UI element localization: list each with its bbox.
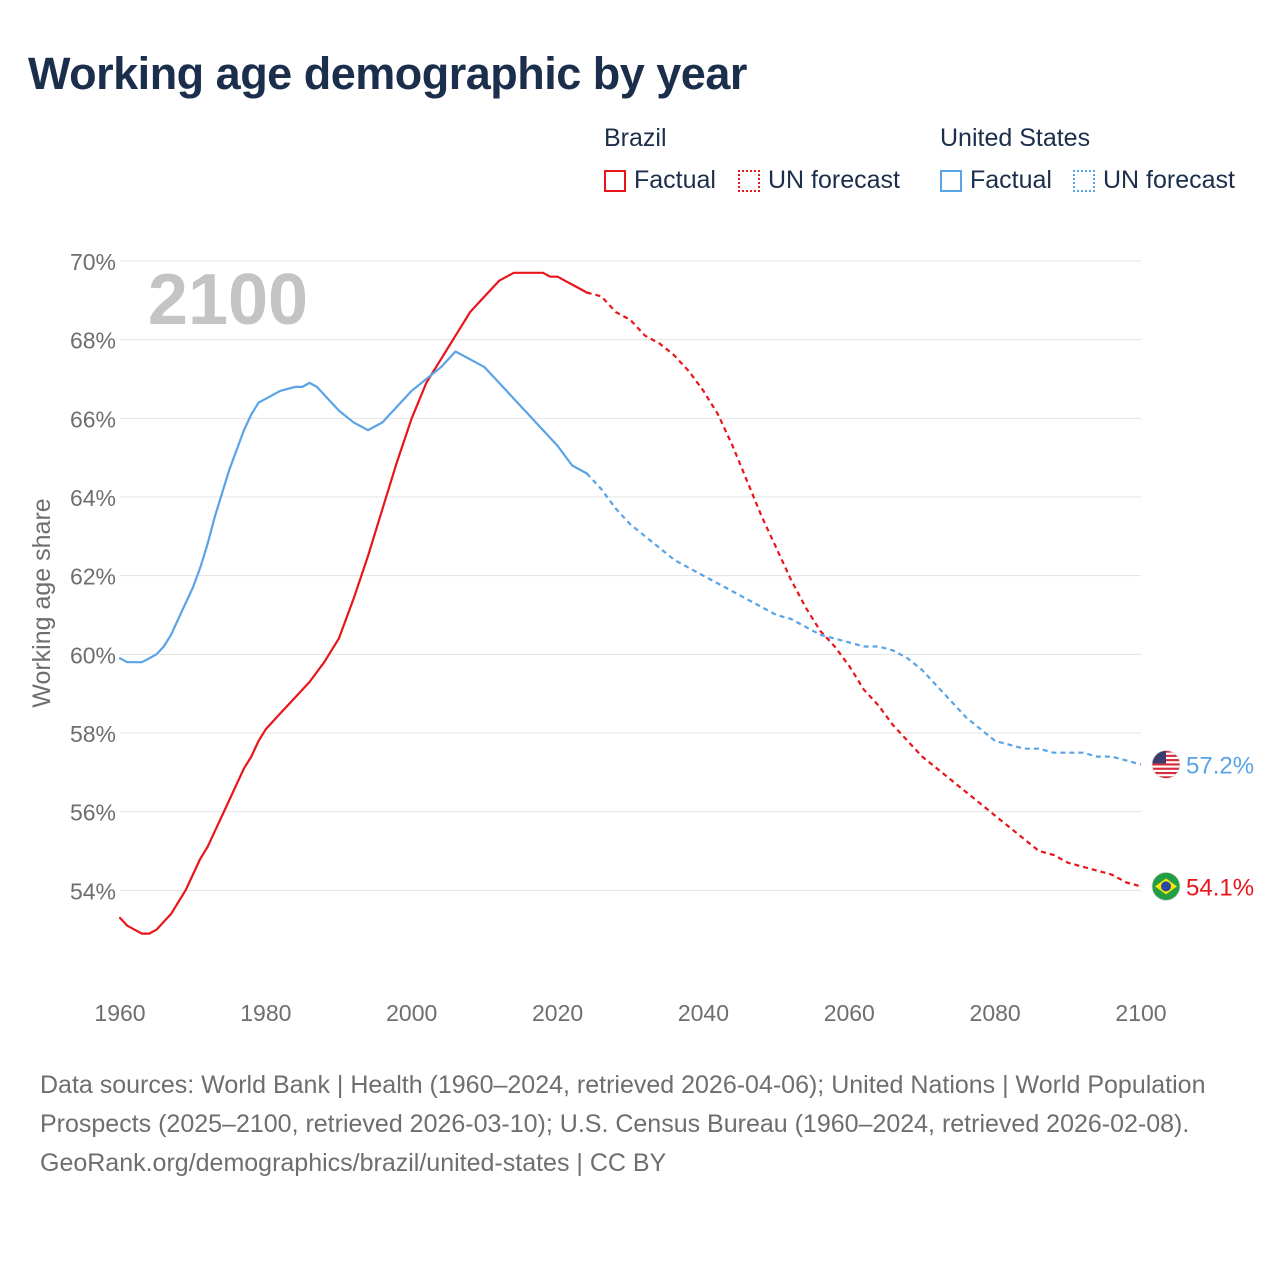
legend-label-brazil-forecast: UN forecast (768, 166, 900, 194)
x-tick-label: 2060 (824, 1000, 875, 1026)
series-line-brazil-forecast[interactable] (586, 291, 1142, 888)
legend-item-us-forecast[interactable]: UN forecast (1073, 166, 1235, 195)
y-tick-label: 66% (70, 406, 116, 432)
y-axis-label: Working age share (28, 498, 56, 707)
end-value-label-united-states: 57.2% (1186, 752, 1254, 779)
y-tick-label: 56% (70, 800, 116, 826)
legend-group-united-states: United States (940, 124, 1091, 152)
usa-flag-icon (1152, 750, 1180, 779)
x-tick-label: 2100 (1115, 1000, 1166, 1026)
x-tick-label: 2020 (532, 1000, 583, 1026)
year-label: 2100 (148, 260, 308, 340)
end-value-label-brazil: 54.1% (1186, 874, 1254, 901)
credit-link[interactable]: GeoRank.org/demographics/brazil/united-s… (40, 1149, 667, 1177)
legend-swatch-brazil-forecast (738, 169, 760, 192)
legend-label-us-forecast: UN forecast (1103, 166, 1235, 194)
y-tick-label: 60% (70, 642, 116, 668)
y-tick-label: 68% (70, 328, 116, 354)
x-tick-label: 1980 (240, 1000, 291, 1026)
legend-group-brazil: Brazil (604, 124, 667, 152)
y-tick-label: 70% (70, 249, 116, 275)
chart-title: Working age demographic by year (28, 48, 747, 99)
x-tick-label: 2040 (678, 1000, 729, 1026)
y-tick-label: 54% (70, 878, 116, 904)
data-sources: Data sources: World Bank | Health (1960–… (40, 1071, 1206, 1138)
x-tick-label: 2000 (386, 1000, 437, 1026)
series-line-brazil-factual[interactable] (118, 271, 588, 935)
legend-label-brazil-factual: Factual (634, 166, 716, 194)
y-tick-label: 62% (70, 564, 116, 590)
y-tick-label: 58% (70, 721, 116, 747)
legend-item-brazil-factual[interactable]: Factual (604, 166, 716, 195)
legend-swatch-us-forecast (1073, 169, 1095, 192)
footer: Data sources: World Bank | Health (1960–… (40, 1066, 1240, 1183)
legend-label-us-factual: Factual (970, 166, 1052, 194)
brazil-flag-icon (1152, 872, 1180, 901)
x-tick-label: 1960 (94, 1000, 145, 1026)
series-line-united-states-forecast[interactable] (585, 472, 1142, 766)
legend-swatch-brazil-factual (604, 169, 626, 192)
legend-item-brazil-forecast[interactable]: UN forecast (738, 166, 900, 195)
series-line-united-states-factual[interactable] (118, 350, 588, 664)
x-tick-label: 2080 (970, 1000, 1021, 1026)
line-chart: 54% 56% 58% 60% 62% 64% 66% 68% 70% 1960 1980 2000… (28, 249, 1254, 1026)
legend-swatch-us-factual (940, 169, 962, 192)
legend-item-us-factual[interactable]: Factual (940, 166, 1052, 195)
y-tick-label: 64% (70, 485, 116, 511)
